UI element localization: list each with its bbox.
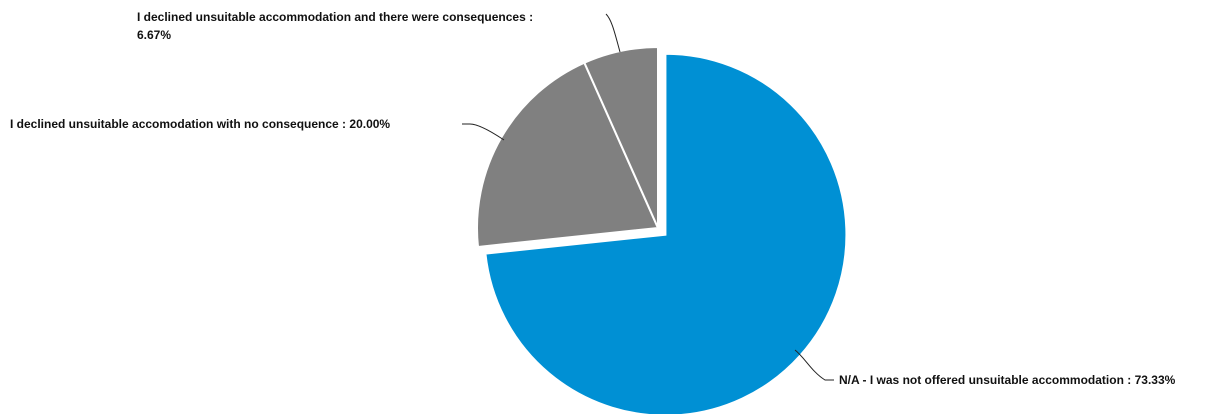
slice-label-consequences-value: 6.67% — [137, 28, 171, 42]
slice-label-not-offered-value: 73.33% — [1135, 373, 1176, 387]
slice-label-consequences: I declined unsuitable accommodation and … — [137, 10, 533, 24]
pie-slices — [476, 45, 848, 414]
slice-label-not-offered: N/A - I was not offered unsuitable accom… — [839, 373, 1176, 387]
slice-no-consequence — [476, 61, 660, 249]
slice-label-consequences-separator: : — [526, 10, 533, 24]
slice-labels: N/A - I was not offered unsuitable accom… — [10, 10, 1176, 387]
slice-label-no-consequence: I declined unsuitable accomodation with … — [10, 117, 390, 131]
leader-lines — [462, 13, 834, 381]
slice-label-no-consequence-separator: : — [339, 117, 350, 131]
slice-label-no-consequence-text: I declined unsuitable accomodation with … — [10, 117, 339, 131]
leader-line-consequences — [605, 13, 621, 53]
slice-not-offered — [484, 52, 848, 414]
slice-label-not-offered-separator: : — [1124, 373, 1135, 387]
leader-line-not-offered — [794, 349, 834, 381]
slice-label-not-offered-text: N/A - I was not offered unsuitable accom… — [839, 373, 1124, 387]
slice-consequences — [583, 45, 659, 229]
leader-line-no-consequence — [462, 123, 505, 141]
slice-label-no-consequence-value: 20.00% — [349, 117, 390, 131]
slice-label-consequences-text: I declined unsuitable accommodation and … — [137, 10, 526, 24]
